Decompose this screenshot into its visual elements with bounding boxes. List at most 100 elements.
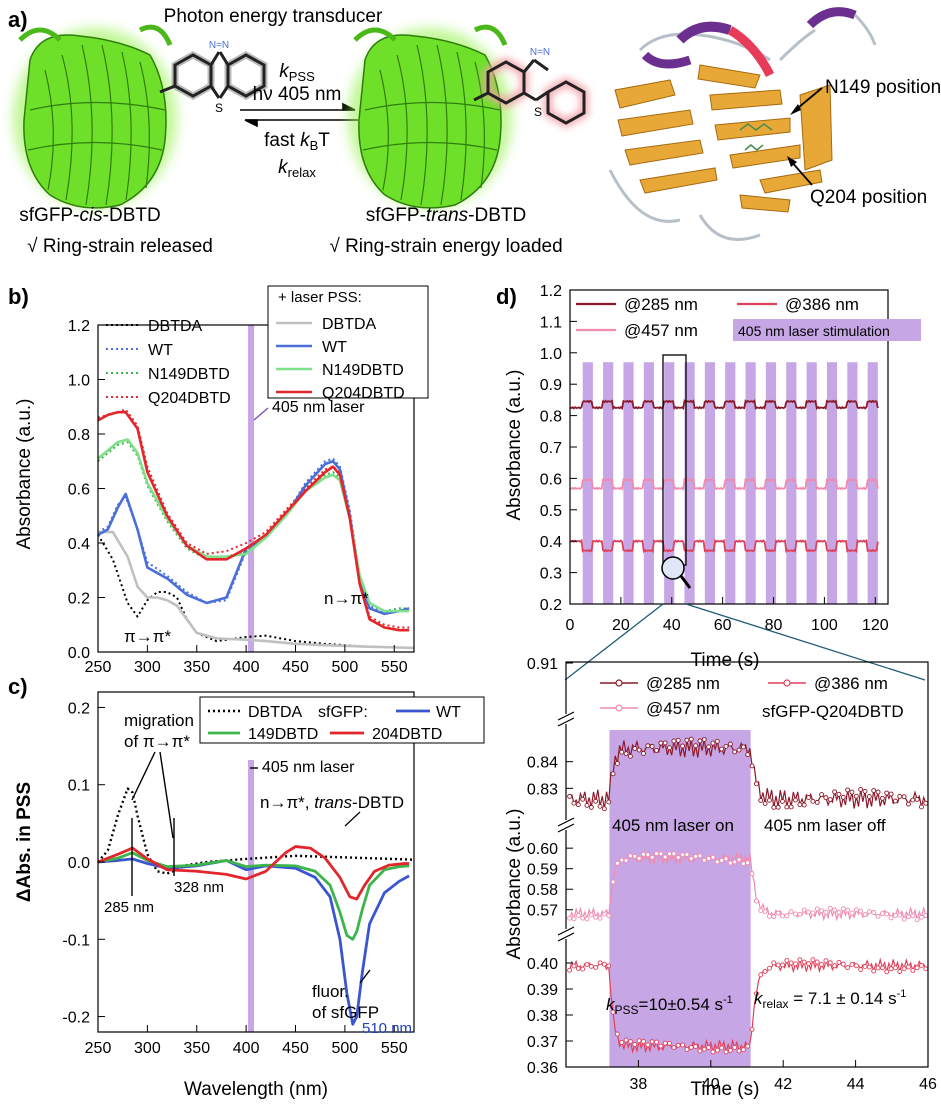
d-zoom-break-mark — [557, 932, 575, 942]
d-zoom-point — [740, 1047, 746, 1053]
d-zoom-point — [901, 794, 907, 800]
d-top-y-tick-label: 0.2 — [540, 597, 562, 614]
d-top-laser-pulse — [847, 362, 858, 604]
d-zoom-point — [593, 914, 599, 920]
d-top-laser-pulse — [623, 362, 634, 604]
d-zoom-point — [580, 796, 586, 802]
q204-arrowhead — [787, 156, 797, 167]
d-zoom-x-axis-label: Time (s) — [691, 1079, 760, 1100]
d-zoom-point — [641, 851, 646, 857]
d-zoom-break-mark — [557, 817, 575, 827]
d-zoom-point — [688, 736, 694, 742]
c-series-wt — [97, 857, 410, 1026]
sfgfp-cis-illustration — [13, 24, 177, 209]
d-zoom-y-tick-label: 0.60 — [527, 841, 558, 858]
d-zoom-point — [714, 859, 720, 865]
d-zoom-point — [719, 1045, 725, 1051]
d-zoom-point — [601, 806, 607, 812]
d-zoom-point — [845, 907, 851, 913]
c-x-tick-label: 250 — [85, 1040, 112, 1057]
d-zoom-point — [723, 1049, 729, 1055]
c-x-axis-label: Wavelength (nm) — [184, 1079, 328, 1100]
d-zoom-point — [584, 802, 590, 808]
d-zoom-x-tick-label: 42 — [774, 1076, 792, 1093]
d-zoom-point — [762, 909, 768, 914]
d-zoom-point — [780, 913, 785, 919]
d-zoom-point — [862, 963, 868, 969]
d-zoom-point — [797, 911, 803, 917]
d-zoom-point — [575, 965, 581, 971]
d-zoom-point — [671, 1045, 677, 1051]
d-top-y-tick-label: 0.8 — [540, 409, 562, 426]
b-x-tick-label: 250 — [85, 659, 112, 676]
d-zoom-point — [693, 743, 699, 749]
d-zoom-x-tick-label: 38 — [630, 1076, 648, 1093]
c-fluor-label: fluor. — [312, 982, 349, 1001]
d-zoom-point — [901, 966, 907, 972]
d-zoom-point — [636, 855, 642, 861]
d-zoom-point — [836, 959, 842, 965]
d-zoom-point — [793, 797, 798, 803]
d-zoom-point — [627, 1039, 633, 1045]
d-top-plot-frame — [569, 289, 889, 605]
d-zoom-point — [614, 1031, 620, 1037]
panel-a: a) Photon energy transducer N=N — [8, 6, 941, 257]
d-zoom-point — [914, 965, 920, 971]
d-zoom-point — [732, 859, 738, 865]
c-fluor-arrow — [359, 969, 371, 984]
photon-label: hν 405 nm — [253, 84, 342, 105]
d-zoom-point — [732, 1044, 738, 1050]
d-zoom-point — [584, 916, 590, 922]
magnifier-icon — [661, 556, 685, 580]
d-zoom-point — [810, 798, 816, 804]
c-y-tick-label: 0.2 — [68, 700, 90, 717]
d-zoom-point — [610, 771, 616, 777]
d-zoom-point — [575, 802, 581, 808]
b-series-q204dbtd-solid — [97, 410, 410, 632]
d-zoom-point — [923, 966, 929, 972]
b-legend-pss-box — [267, 285, 429, 399]
d-zoom-point — [775, 804, 781, 810]
c-legend: DBTDA sfGFP: WT 149DBTD 204DBTD — [208, 704, 461, 743]
trans-dbtd-molecule — [473, 57, 588, 128]
panel-d-zoom: Absorbance (a.u.) Time (s) 38 40 42 44 46 0.9… — [504, 656, 937, 1100]
d-top-y-tick-label: 0.7 — [540, 440, 562, 457]
d-top-laser-pulse — [786, 362, 797, 604]
d-zoom-point — [701, 1046, 707, 1052]
d-zoom-point — [836, 909, 842, 915]
b-legend-pss-item: Q204DBTD — [322, 385, 405, 402]
d-zoom-point — [827, 905, 833, 911]
d-zoom-y-tick-label: 0.37 — [527, 1034, 558, 1051]
d-zoom-point — [919, 804, 924, 810]
d-zoom-point — [788, 804, 794, 810]
d-zoom-point — [784, 804, 790, 810]
d-top-laser-pulse — [603, 362, 614, 604]
d-zoom-kpss-label: kPSS=10±0.54 s-1 — [606, 994, 733, 1017]
d-zoom-point — [923, 913, 929, 919]
d-zoom-point — [632, 746, 638, 751]
d-zoom-point — [632, 853, 638, 859]
n149-arrowhead — [790, 104, 801, 115]
d-zoom-point — [836, 791, 842, 797]
d-top-y-tick-label: 1.1 — [540, 314, 562, 331]
magnifier-handle — [679, 575, 692, 589]
d-zoom-point — [571, 800, 577, 806]
d-zoom-point — [675, 1042, 681, 1048]
d-zoom-point — [745, 860, 751, 866]
d-zoom-point — [601, 961, 607, 967]
b-n-pi-label: n→π* — [324, 589, 369, 608]
d-top-laser-pulse — [704, 362, 716, 604]
d-zoom-point — [645, 1042, 651, 1048]
d-zoom-point — [801, 802, 807, 808]
d-zoom-x-tick-label: 44 — [847, 1076, 865, 1093]
d-top-legend-item: @386 nm — [785, 295, 859, 314]
d-zoom-point — [645, 852, 651, 858]
d-zoom-point — [758, 797, 764, 803]
d-zoom-break-gap — [560, 714, 574, 724]
d-zoom-point — [823, 795, 829, 801]
zoom-guide-right — [685, 603, 926, 681]
b-legend-pss: DBTDA WT N149DBTD Q204DBTD — [276, 316, 405, 402]
d-zoom-point — [840, 906, 846, 912]
c-legend-item: 204DBTD — [372, 726, 442, 743]
